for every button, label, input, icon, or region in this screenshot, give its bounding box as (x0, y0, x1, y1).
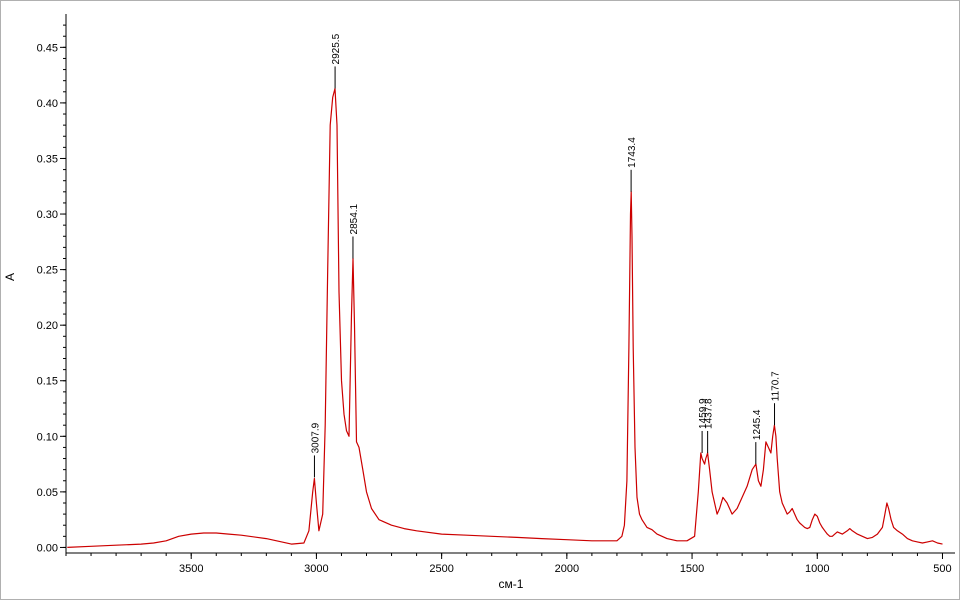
peak-label: 2925.5 (331, 33, 342, 64)
y-tick-label: 0.10 (37, 431, 58, 443)
y-tick-label: 0.00 (37, 542, 58, 554)
x-tick-label: 2000 (555, 563, 579, 575)
y-tick-label: 0.35 (37, 153, 58, 165)
axes: 3500 3000 2500 2000 1500 1000 500 0.00 0.05 0.10 0… (37, 14, 955, 575)
plot-area (67, 87, 943, 548)
peak-label: 1170.7 (771, 371, 782, 401)
y-tick-label: 0.15 (37, 376, 58, 388)
x-tick-label: 500 (933, 563, 951, 575)
y-tick-label: 0.40 (37, 98, 58, 110)
peak-label: 1743.4 (627, 137, 638, 168)
y-tick-label: 0.30 (37, 209, 58, 221)
peak-label: 2854.1 (349, 203, 360, 234)
x-tick-label: 3500 (179, 563, 203, 575)
y-tick-label: 0.05 (37, 487, 58, 499)
x-tick-label: 1500 (680, 563, 704, 575)
y-axis-label: A (3, 273, 17, 281)
y-tick-label: 0.25 (37, 265, 58, 277)
x-axis-label: см-1 (499, 577, 524, 591)
peak-label: 1437.8 (704, 398, 715, 429)
x-tick-label: 2500 (429, 563, 453, 575)
x-tick-label: 1000 (805, 563, 829, 575)
y-tick-label: 0.45 (37, 42, 58, 54)
y-tick-label: 0.20 (37, 320, 58, 332)
x-tick-label: 3000 (304, 563, 328, 575)
spectrum-line (67, 87, 943, 548)
peak-label: 3007.9 (310, 422, 321, 453)
peak-label: 1459.9 (698, 398, 709, 429)
peak-label: 1245.4 (752, 409, 763, 440)
